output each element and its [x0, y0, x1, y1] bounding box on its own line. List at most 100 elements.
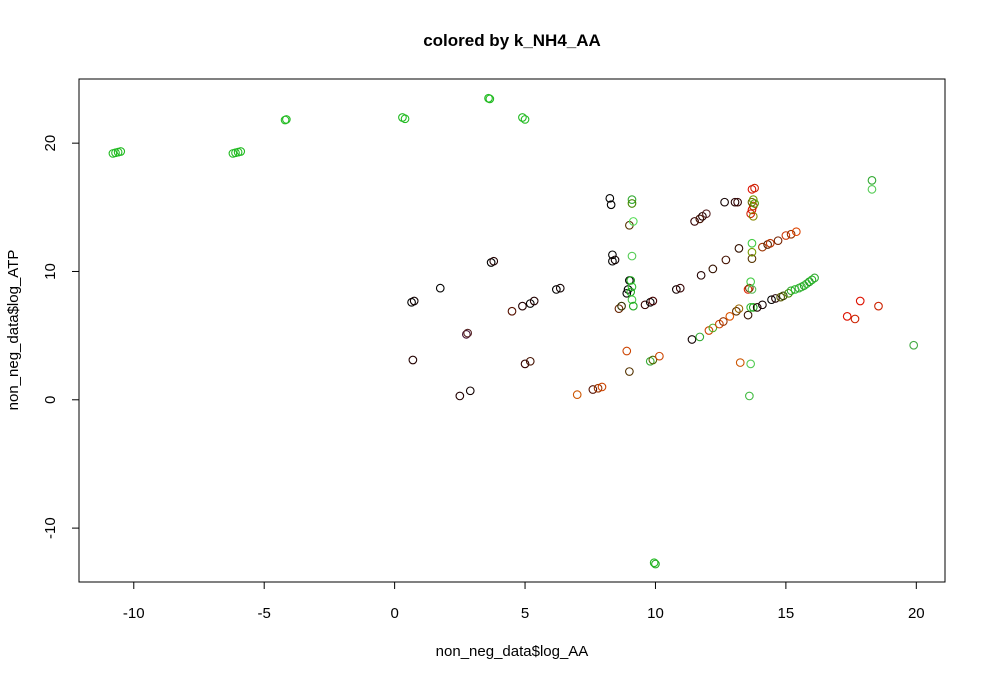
data-point [640, 300, 650, 310]
data-point [627, 251, 637, 261]
data-point [651, 559, 660, 569]
data-point [735, 358, 745, 367]
y-tick-label: 0 [42, 396, 59, 404]
plot-frame [78, 78, 946, 583]
data-point [610, 255, 620, 265]
data-point [750, 199, 759, 208]
data-point [593, 383, 603, 393]
data-point [555, 283, 565, 293]
data-point [605, 193, 615, 203]
data-point [622, 346, 632, 356]
data-point [720, 197, 729, 207]
data-point [622, 288, 632, 298]
x-tick-label: 0 [390, 605, 398, 622]
data-point [507, 306, 517, 316]
data-point [649, 558, 659, 568]
data-point [701, 209, 711, 219]
data-point [695, 332, 705, 342]
data-point [628, 301, 638, 311]
data-point [773, 236, 783, 246]
data-point [730, 197, 740, 207]
data-point [675, 283, 685, 293]
data-point [671, 285, 681, 294]
data-point [282, 115, 291, 124]
x-tick-label: 20 [908, 605, 925, 622]
data-point [627, 295, 637, 305]
data-point [708, 323, 718, 333]
data-point [781, 231, 791, 240]
chart-title: colored by k_NH4_AA [423, 31, 601, 50]
data-point [588, 385, 598, 394]
data-point [520, 115, 530, 124]
data-point [455, 391, 465, 401]
data-point [810, 273, 819, 283]
data-point [791, 227, 801, 237]
data-point [855, 296, 865, 306]
y-tick-label: 10 [42, 263, 59, 280]
x-tick-label: 15 [778, 605, 795, 622]
data-point [625, 367, 634, 376]
data-point [718, 317, 728, 326]
data-point [626, 276, 636, 285]
data-point [489, 256, 499, 266]
data-point [572, 390, 582, 400]
x-tick-label: -10 [123, 605, 145, 622]
data-point [614, 304, 624, 314]
x-tick-label: 10 [647, 605, 664, 622]
data-point [525, 356, 535, 366]
x-axis: -10 -5 0 5 10 15 20 [123, 581, 925, 622]
data-point [690, 217, 699, 226]
y-tick-label: -10 [42, 517, 59, 539]
data-point [807, 275, 817, 285]
data-point [116, 147, 126, 156]
data-point [696, 270, 706, 280]
data-point [627, 195, 637, 204]
data-point [462, 329, 471, 339]
data-point [758, 300, 767, 310]
data-point [746, 359, 756, 369]
x-tick-label: 5 [521, 605, 529, 622]
data-point [408, 355, 418, 365]
x-axis-label: non_neg_data$log_AA [436, 643, 589, 660]
data-point [725, 312, 735, 321]
data-point [765, 238, 775, 248]
data-point [551, 285, 561, 294]
data-point [409, 296, 419, 306]
data-point [608, 250, 617, 260]
data-point [867, 185, 877, 194]
data-point [747, 285, 757, 294]
data-point [627, 282, 637, 292]
data-point [767, 295, 776, 305]
data-point [784, 288, 793, 298]
data-point [518, 113, 527, 122]
data-point [748, 211, 758, 221]
data-point [465, 386, 475, 396]
data-point [648, 296, 658, 306]
data-point [648, 355, 658, 365]
data-point [721, 255, 731, 265]
data-point [743, 310, 753, 320]
data-point [695, 214, 705, 224]
data-point [805, 277, 814, 287]
data-point [874, 301, 883, 311]
data-point [734, 244, 744, 253]
data-point [743, 285, 753, 294]
data-point [750, 183, 759, 193]
data-point [617, 301, 626, 311]
data-point [746, 209, 756, 219]
data-point [758, 242, 767, 252]
data-point [778, 291, 788, 301]
data-point [747, 247, 757, 257]
data-point [786, 229, 796, 239]
data-point [597, 382, 607, 392]
data-point [747, 254, 757, 263]
data-point [687, 335, 697, 344]
data-point [606, 200, 616, 210]
y-tick-label: 20 [42, 135, 59, 152]
data-point [748, 303, 758, 312]
data-point [867, 176, 877, 185]
data-point [463, 328, 473, 338]
x-tick-label: -5 [258, 605, 271, 622]
data-point [236, 147, 246, 156]
